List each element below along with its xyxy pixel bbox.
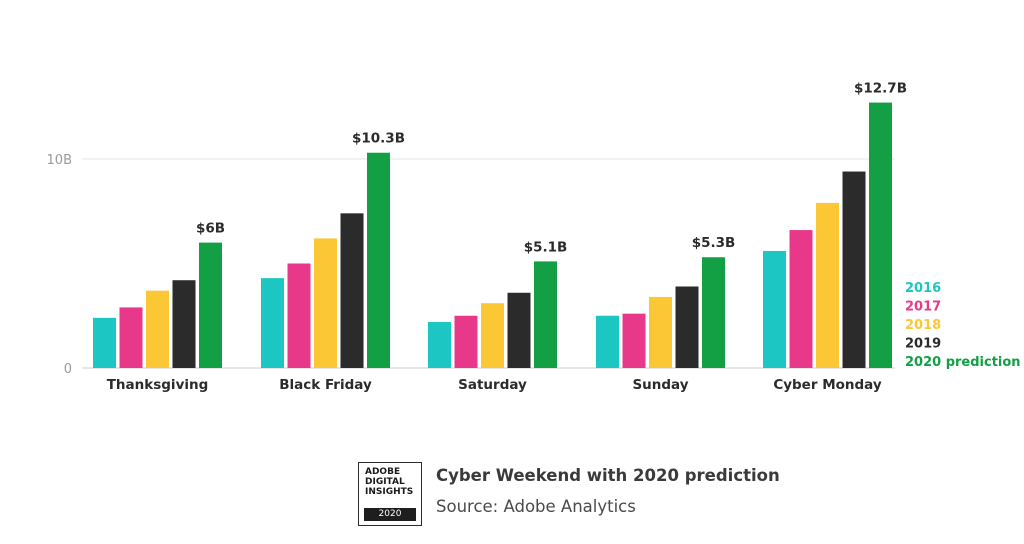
bar <box>314 238 337 368</box>
bar <box>507 292 531 368</box>
chart-footer: ADOBE DIGITAL INSIGHTS 2020 Cyber Weeken… <box>358 462 780 528</box>
legend-entry: 2019 <box>905 337 941 352</box>
data-label: $6B <box>196 221 225 237</box>
bar <box>146 290 169 368</box>
bar <box>596 315 619 368</box>
badge-line: ADOBE <box>365 467 401 477</box>
legend-entry: 2020 prediction <box>905 355 1021 370</box>
axis-labels: 0 10B Thanksgiving Black Friday Saturday Sund… <box>47 153 882 393</box>
bar <box>367 152 390 368</box>
bar <box>789 230 813 368</box>
bar-chart: $6B $10.3B $5.1B $5.3B $12.7B 0 10B Thanksgivi… <box>47 81 1021 393</box>
bar <box>842 171 866 368</box>
y-tick-label: 10B <box>47 153 72 168</box>
y-tick-label: 0 <box>64 362 72 377</box>
data-label: $5.1B <box>524 239 568 255</box>
legend-entry: 2017 <box>905 300 941 315</box>
bar <box>816 202 839 368</box>
category-label: Black Friday <box>279 377 372 393</box>
bar <box>93 317 116 368</box>
category-label: Saturday <box>458 377 527 393</box>
bar <box>199 242 222 368</box>
chart-source: Source: Adobe Analytics <box>436 497 636 516</box>
badge-line: INSIGHTS <box>365 487 414 497</box>
bar <box>261 278 284 368</box>
badge-text: ADOBE DIGITAL INSIGHTS <box>365 467 413 497</box>
bar <box>649 296 672 368</box>
category-label: Sunday <box>632 377 688 393</box>
bar <box>428 322 451 368</box>
bar <box>534 261 557 368</box>
badge-year: 2020 <box>364 508 416 521</box>
bar <box>340 213 364 368</box>
bar <box>869 102 892 368</box>
legend-entry: 2016 <box>905 281 941 296</box>
bar <box>287 263 311 368</box>
adobe-digital-insights-logo: ADOBE DIGITAL INSIGHTS 2020 <box>358 462 422 526</box>
bar <box>454 315 478 368</box>
category-label: Cyber Monday <box>773 377 882 393</box>
bar <box>763 250 786 368</box>
bar <box>622 313 646 368</box>
data-labels: $6B $10.3B $5.1B $5.3B $12.7B <box>196 81 907 256</box>
data-label: $12.7B <box>854 81 907 97</box>
legend: 2016 2017 2018 2019 2020 prediction <box>905 281 1021 370</box>
bar <box>702 257 725 368</box>
chart-title: Cyber Weekend with 2020 prediction <box>436 466 780 485</box>
bar <box>119 307 143 368</box>
bar <box>172 280 196 368</box>
data-label: $5.3B <box>692 235 736 251</box>
category-label: Thanksgiving <box>107 377 209 393</box>
legend-entry: 2018 <box>905 318 941 333</box>
data-label: $10.3B <box>352 131 405 147</box>
bar <box>675 286 699 368</box>
bar <box>481 303 504 368</box>
badge-line: DIGITAL <box>365 477 405 487</box>
bars <box>93 102 892 368</box>
